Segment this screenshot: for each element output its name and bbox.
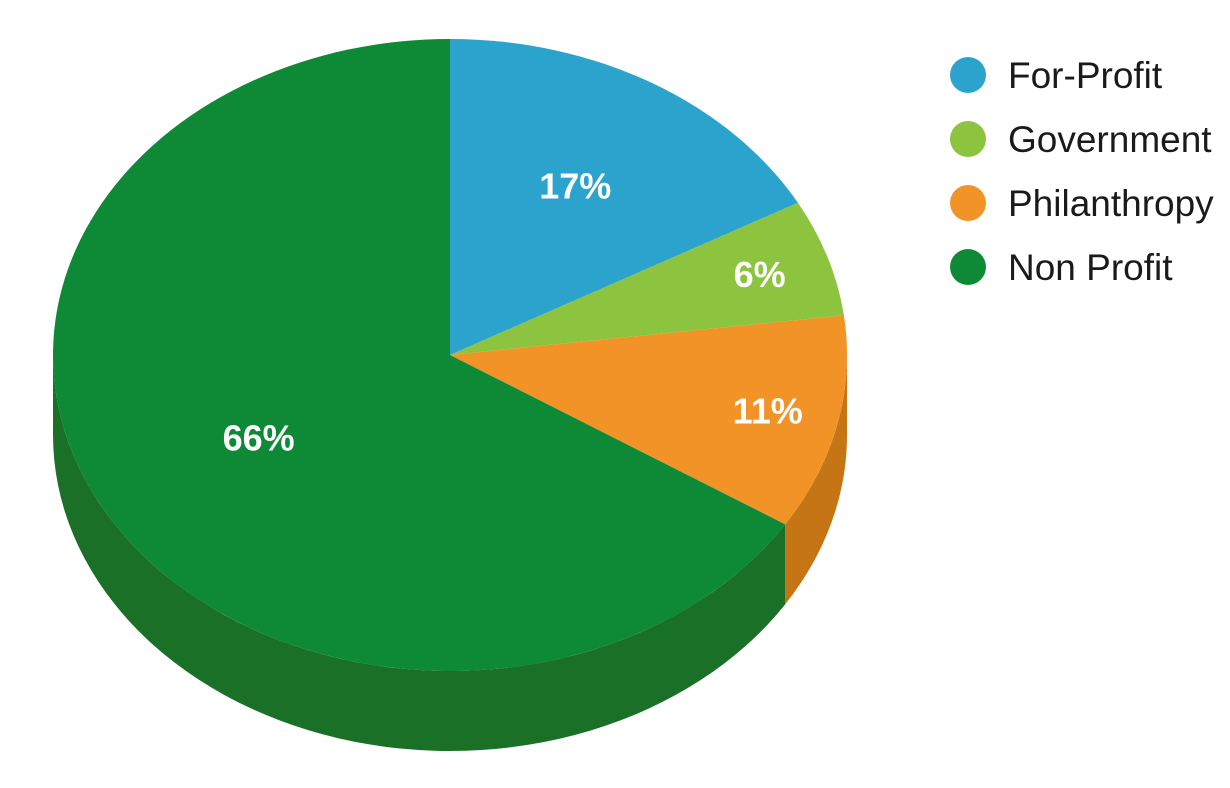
data-label-government: 6% [734, 254, 786, 295]
legend-label: Philanthropy [1008, 183, 1214, 224]
data-label-non-profit: 66% [223, 418, 295, 459]
pie-slices [53, 39, 847, 672]
legend-item-government: Government [950, 119, 1212, 160]
pie-data-labels: 17% 6% 11% 66% [223, 165, 803, 458]
data-label-for-profit: 17% [539, 165, 611, 206]
legend-item-non-profit: Non Profit [950, 247, 1173, 288]
pie-3d-sides [53, 355, 847, 751]
pie-side-non-profit [53, 355, 786, 751]
legend: For-Profit Government Philanthropy Non Prof… [950, 55, 1214, 288]
pie-slice-philanthropy [450, 315, 847, 525]
data-label-philanthropy: 11% [733, 391, 803, 432]
legend-label: Government [1008, 119, 1212, 160]
legend-swatch [950, 249, 986, 285]
legend-item-for-profit: For-Profit [950, 55, 1163, 96]
legend-label: For-Profit [1008, 55, 1163, 96]
pie-slice-for-profit [450, 39, 798, 355]
legend-swatch [950, 185, 986, 221]
legend-swatch [950, 121, 986, 157]
pie-slice-government [450, 202, 844, 355]
pie-side-philanthropy [785, 355, 847, 605]
pie-slice-non-profit [53, 39, 786, 672]
legend-swatch [950, 57, 986, 93]
legend-label: Non Profit [1008, 247, 1173, 288]
legend-item-philanthropy: Philanthropy [950, 183, 1214, 224]
